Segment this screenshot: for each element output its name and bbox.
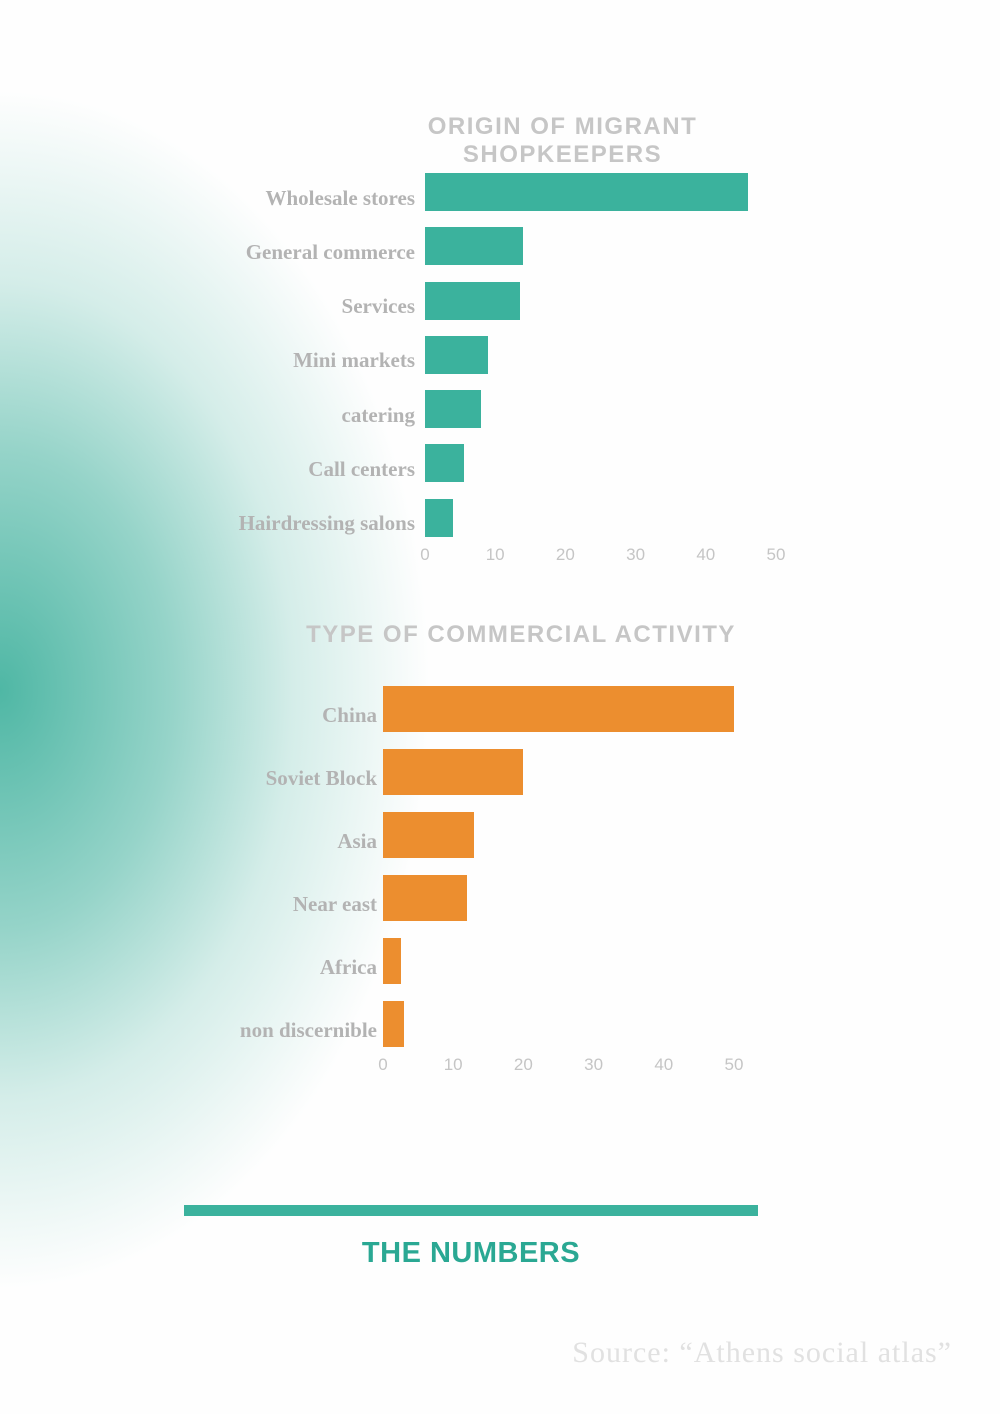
bar-row: Asia — [0, 812, 820, 858]
category-label: General commerce — [245, 239, 415, 264]
bar — [383, 749, 524, 795]
category-label: Call centers — [308, 456, 415, 481]
bar-row: non discernible — [0, 1001, 820, 1047]
chart-title: ORIGIN OF MIGRANT SHOPKEEPERS — [427, 113, 698, 168]
x-axis-tick-label: 20 — [513, 1055, 533, 1074]
x-axis-tick-label: 10 — [485, 545, 505, 564]
category-label: Soviet Block — [265, 765, 377, 790]
category-label: Africa — [319, 954, 377, 979]
source-credit: Source: “Athens social atlas” — [572, 1336, 952, 1369]
x-axis-tick-label: 30 — [584, 1055, 604, 1074]
bar-row: Soviet Block — [0, 749, 820, 795]
bar-row: Call centers — [0, 444, 820, 483]
bar — [425, 335, 489, 374]
bar-row: Africa — [0, 938, 820, 984]
x-axis-tick-label: 50 — [766, 545, 786, 564]
bar-row: catering — [0, 390, 820, 429]
x-axis: 0 10 20 30 40 50 — [420, 545, 845, 565]
bar — [383, 938, 401, 984]
chart-title: TYPE OF COMMERCIAL ACTIVITY — [306, 621, 736, 648]
bar — [425, 281, 520, 320]
bar — [383, 686, 734, 732]
category-label: Mini markets — [293, 348, 415, 373]
bar — [383, 812, 475, 858]
category-label: Asia — [337, 828, 377, 853]
x-axis-tick-label: 0 — [420, 545, 430, 564]
bar-plot: Wholesale stores General commerce Services… — [0, 173, 820, 553]
bar — [383, 875, 468, 921]
category-label: Near east — [292, 891, 377, 916]
x-axis-tick-label: 10 — [443, 1055, 463, 1074]
category-label: Hairdressing salons — [238, 511, 415, 536]
x-axis-tick-label: 30 — [626, 545, 646, 564]
category-label: Wholesale stores — [265, 185, 415, 210]
category-label: catering — [341, 402, 415, 427]
bar-row: China — [0, 686, 820, 732]
bar — [425, 498, 454, 537]
category-label: non discernible — [239, 1017, 377, 1042]
x-axis-tick-label: 40 — [696, 545, 716, 564]
bar-row: General commerce — [0, 227, 820, 266]
category-label: China — [322, 702, 377, 727]
bar-row: Near east — [0, 875, 820, 921]
x-axis-tick-label: 20 — [555, 545, 575, 564]
x-axis-tick-label: 50 — [724, 1055, 744, 1074]
section-heading: THE NUMBERS — [361, 1237, 581, 1269]
x-axis-tick-label: 40 — [654, 1055, 674, 1074]
bar-plot: China Soviet Block Asia Near east Africa non … — [0, 686, 820, 1064]
category-label: Services — [341, 294, 415, 319]
bar-row: Mini markets — [0, 335, 820, 374]
bar-row: Wholesale stores — [0, 173, 820, 211]
bar — [383, 1001, 405, 1047]
bar — [425, 390, 482, 429]
bar — [425, 173, 748, 211]
divider-rule — [184, 1205, 758, 1216]
bar — [425, 444, 464, 483]
x-axis: 0 10 20 30 40 50 — [378, 1055, 803, 1075]
bar-row: Hairdressing salons — [0, 498, 820, 537]
bar — [425, 227, 524, 266]
bar-row: Services — [0, 281, 820, 320]
x-axis-tick-label: 0 — [378, 1055, 388, 1074]
